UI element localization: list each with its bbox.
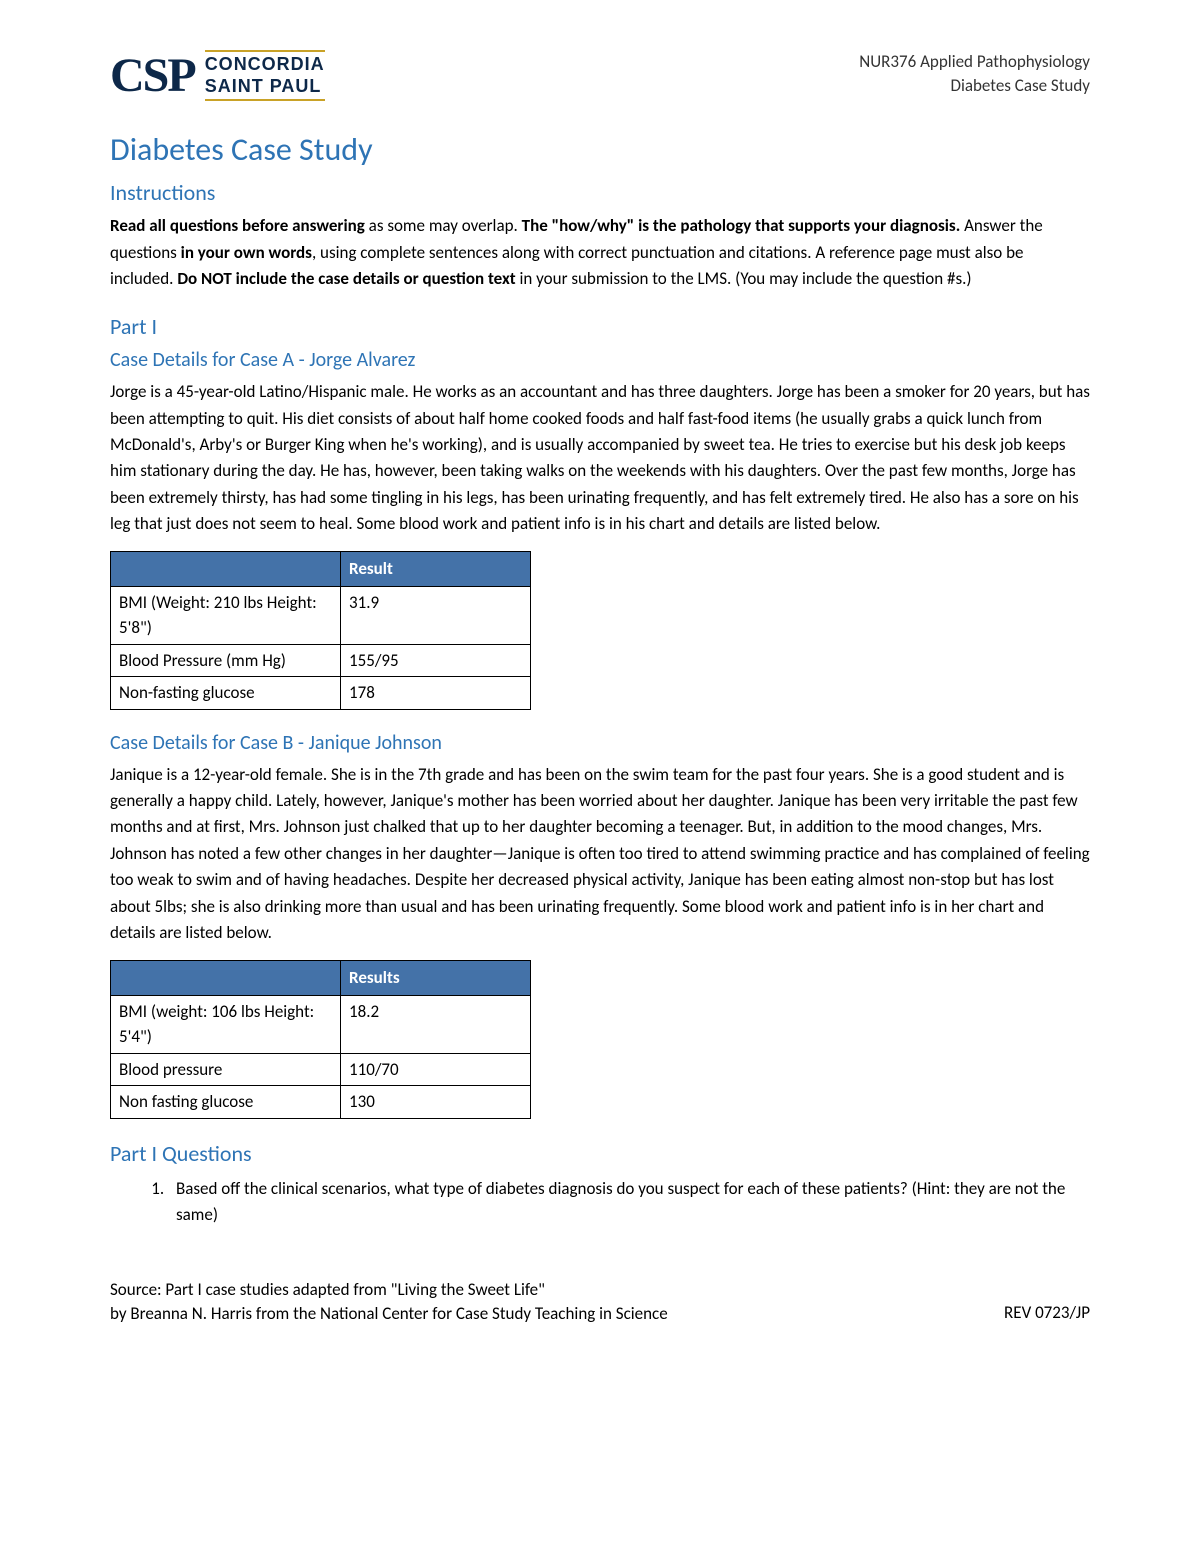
table-row: BMI (Weight: 210 lbs Height: 5'8") 31.9 [111, 586, 531, 644]
table-b-header-empty [111, 961, 341, 996]
table-b-r2-value: 130 [341, 1086, 531, 1119]
table-a-r1-value: 155/95 [341, 644, 531, 677]
questions-list: Based off the clinical scenarios, what t… [110, 1176, 1090, 1229]
header-subtitle: Diabetes Case Study [859, 74, 1090, 98]
footer-source: Source: Part I case studies adapted from… [110, 1278, 668, 1326]
footer-source-line1: Source: Part I case studies adapted from… [110, 1278, 668, 1302]
table-b-r1-value: 110/70 [341, 1053, 531, 1086]
case-a-table: Result BMI (Weight: 210 lbs Height: 5'8"… [110, 551, 531, 710]
instructions-t1: as some may overlap. [365, 215, 522, 236]
table-a-r1-label: Blood Pressure (mm Hg) [111, 644, 341, 677]
table-b-r2-label: Non fasting glucose [111, 1086, 341, 1119]
case-a-text: Jorge is a 45-year-old Latino/Hispanic m… [110, 379, 1090, 537]
document-title: Diabetes Case Study [110, 126, 1090, 174]
logo-abbr: CSP [110, 52, 195, 100]
footer-rev: REV 0723/JP [1004, 1300, 1090, 1326]
table-b-r0-label: BMI (weight: 106 lbs Height: 5'4") [111, 995, 341, 1053]
table-a-r0-label: BMI (Weight: 210 lbs Height: 5'8") [111, 586, 341, 644]
instructions-text: Read all questions before answering as s… [110, 213, 1090, 292]
table-a-r2-value: 178 [341, 677, 531, 710]
table-a-r2-label: Non-fasting glucose [111, 677, 341, 710]
instructions-bold4: Do NOT include the case details or quest… [177, 268, 515, 289]
table-row: BMI (weight: 106 lbs Height: 5'4") 18.2 [111, 995, 531, 1053]
case-b-heading: Case Details for Case B - Janique Johnso… [110, 728, 1090, 758]
instructions-bold3: in your own words [181, 242, 312, 263]
table-b-header-result: Results [341, 961, 531, 996]
header-right: NUR376 Applied Pathophysiology Diabetes … [859, 50, 1090, 98]
instructions-t4: in your submission to the LMS. (You may … [516, 268, 972, 289]
instructions-bold1: Read all questions before answering [110, 215, 365, 236]
table-row: Blood Pressure (mm Hg) 155/95 [111, 644, 531, 677]
page-footer: Source: Part I case studies adapted from… [110, 1278, 1090, 1326]
logo: CSP CONCORDIA SAINT PAUL [110, 50, 325, 101]
table-a-header-result: Result [341, 552, 531, 587]
table-row: Blood pressure 110/70 [111, 1053, 531, 1086]
case-b-table: Results BMI (weight: 106 lbs Height: 5'4… [110, 960, 531, 1119]
logo-line2: SAINT PAUL [205, 76, 325, 98]
logo-line1: CONCORDIA [205, 54, 325, 76]
instructions-bold2: The "how/why" is the pathology that supp… [522, 215, 961, 236]
table-b-r0-value: 18.2 [341, 995, 531, 1053]
table-a-header-empty [111, 552, 341, 587]
instructions-heading: Instructions [110, 176, 1090, 209]
case-a-heading: Case Details for Case A - Jorge Alvarez [110, 345, 1090, 375]
table-a-r0-value: 31.9 [341, 586, 531, 644]
part1-heading: Part I [110, 310, 1090, 343]
page-header: CSP CONCORDIA SAINT PAUL NUR376 Applied … [110, 50, 1090, 101]
part1-questions-heading: Part I Questions [110, 1137, 1090, 1170]
course-code: NUR376 Applied Pathophysiology [859, 50, 1090, 74]
table-row: Non fasting glucose 130 [111, 1086, 531, 1119]
table-row: Non-fasting glucose 178 [111, 677, 531, 710]
table-b-r1-label: Blood pressure [111, 1053, 341, 1086]
logo-text: CONCORDIA SAINT PAUL [205, 50, 325, 101]
footer-source-line2: by Breanna N. Harris from the National C… [110, 1302, 668, 1326]
case-b-text: Janique is a 12-year-old female. She is … [110, 762, 1090, 946]
question-1: Based off the clinical scenarios, what t… [168, 1176, 1090, 1229]
